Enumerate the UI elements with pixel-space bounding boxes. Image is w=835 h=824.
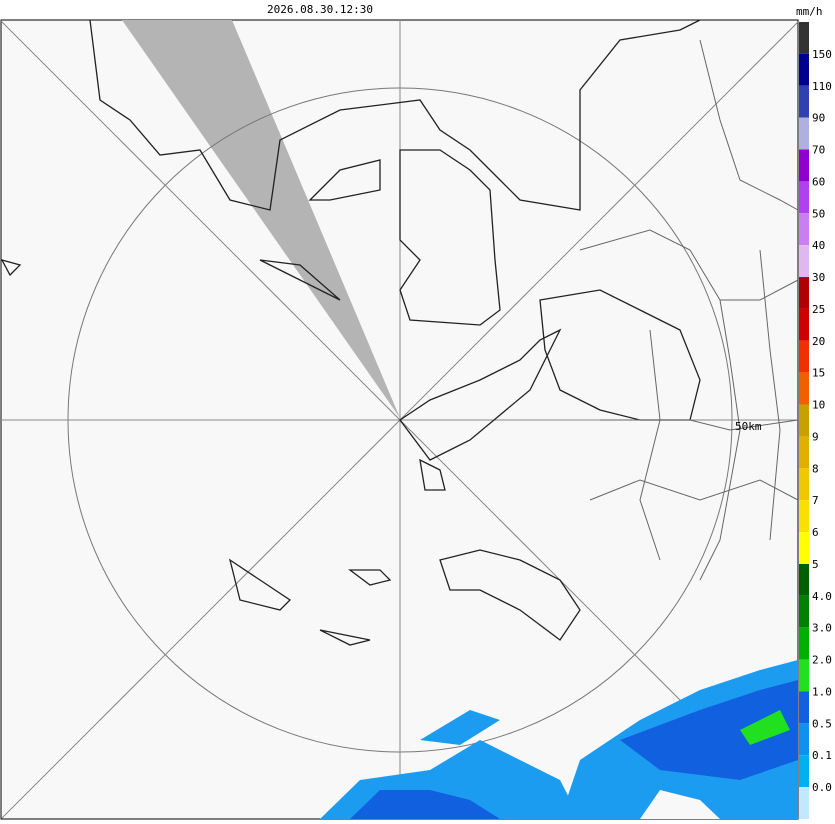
- legend-swatch: [799, 53, 809, 86]
- legend-swatch: [799, 213, 809, 246]
- legend-label: 25: [812, 303, 825, 316]
- legend-swatch: [799, 340, 809, 373]
- legend-label: 0.5: [812, 717, 832, 730]
- legend-swatch: [799, 691, 809, 724]
- legend-swatch: [799, 181, 809, 214]
- legend-swatch: [799, 627, 809, 660]
- legend-swatch: [799, 277, 809, 309]
- legend-swatch: [799, 723, 809, 756]
- precipitation: [320, 660, 798, 819]
- legend-swatch: [799, 372, 809, 405]
- legend-label: 8: [812, 462, 819, 475]
- legend-swatch: [799, 659, 809, 692]
- range-label: 50km: [735, 420, 762, 433]
- legend-label: 50: [812, 207, 825, 220]
- legend-label: 70: [812, 144, 825, 157]
- legend-label: 1.0: [812, 685, 832, 698]
- legend-label: 6: [812, 526, 819, 539]
- legend-swatch: [799, 755, 809, 788]
- legend-swatch: [799, 563, 809, 596]
- legend-swatch: [799, 595, 809, 628]
- legend-swatch: [799, 468, 809, 501]
- legend-swatch: [799, 404, 809, 437]
- legend-swatch: [799, 22, 809, 54]
- legend-swatch: [799, 787, 809, 819]
- legend-swatch: [799, 149, 809, 182]
- legend-label: 7: [812, 494, 819, 507]
- legend-label: 4.0: [812, 590, 832, 603]
- legend-swatch: [799, 500, 809, 533]
- legend-swatch: [799, 245, 809, 278]
- legend-swatch: [799, 532, 809, 564]
- legend-label: 20: [812, 335, 825, 348]
- legend-label: 110: [812, 80, 832, 93]
- legend-label: 9: [812, 430, 819, 443]
- legend-swatch: [799, 85, 809, 118]
- legend-swatch: [799, 436, 809, 469]
- legend-label: 60: [812, 175, 825, 188]
- legend-label: 10: [812, 399, 825, 412]
- legend-label: 90: [812, 112, 825, 125]
- legend-label: 2.0: [812, 654, 832, 667]
- legend-label: 30: [812, 271, 825, 284]
- legend: 150 110 90 70 60 50 40 30 25 20 15 10 9 8 7 6 5 4.0 3.0 2.0…: [799, 22, 832, 819]
- legend-swatch: [799, 308, 809, 341]
- legend-swatch: [799, 117, 809, 150]
- legend-label: 0.1: [812, 749, 832, 762]
- legend-label: 15: [812, 367, 825, 380]
- legend-label: 150: [812, 48, 832, 61]
- map: 50km: [0, 19, 799, 820]
- legend-label: 5: [812, 558, 819, 571]
- timestamp: 2026.08.30.12:30: [267, 3, 373, 16]
- legend-label: 0.0: [812, 781, 832, 794]
- legend-unit: mm/h: [796, 5, 823, 18]
- legend-label: 3.0: [812, 622, 832, 635]
- legend-label: 40: [812, 239, 825, 252]
